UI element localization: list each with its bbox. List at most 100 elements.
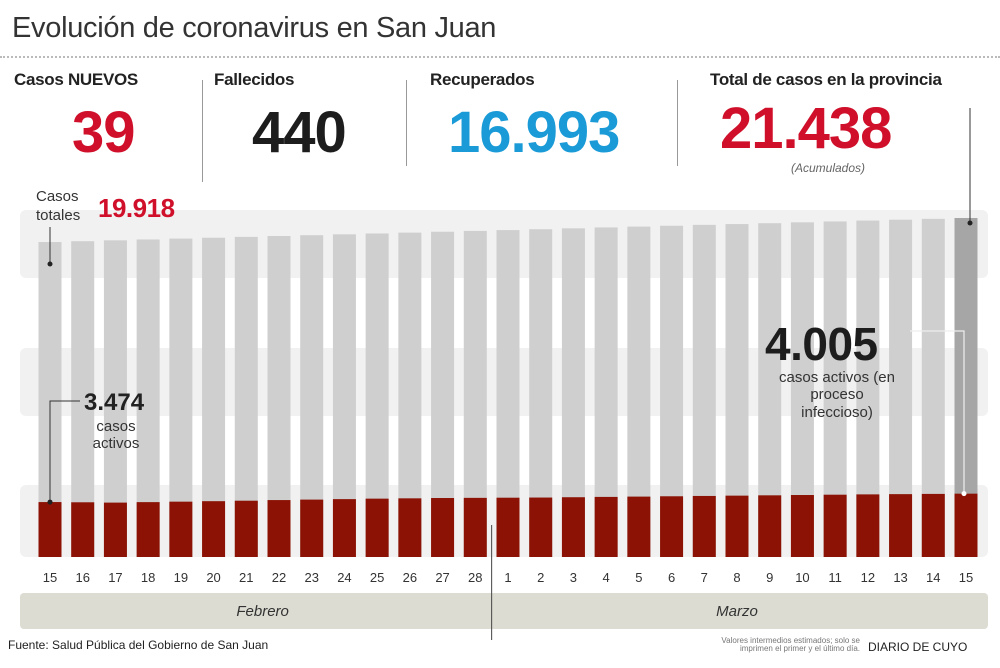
total-cases-bar bbox=[790, 222, 814, 557]
last-active-value: 4.005 bbox=[765, 318, 878, 370]
total-cases-label: Casos totales bbox=[36, 188, 81, 224]
x-tick-label: 18 bbox=[141, 570, 155, 585]
total-cases-bar bbox=[38, 242, 62, 557]
x-tick-label: 8 bbox=[733, 570, 740, 585]
active-cases-bar bbox=[267, 500, 291, 557]
x-tick-label: 2 bbox=[537, 570, 544, 585]
active-cases-bar bbox=[332, 499, 356, 557]
x-tick-label: 16 bbox=[75, 570, 89, 585]
active-cases-bar bbox=[692, 495, 716, 557]
x-tick-label: 27 bbox=[435, 570, 449, 585]
x-tick-label: 11 bbox=[828, 570, 842, 585]
first-active-value: 3.474 bbox=[84, 389, 145, 416]
stat-divider bbox=[202, 80, 203, 182]
x-tick-label: 1 bbox=[504, 570, 511, 585]
active-cases-bar bbox=[71, 502, 95, 557]
total-cases-bar bbox=[725, 224, 749, 557]
last-active-leader-line bbox=[910, 330, 965, 494]
total-cases-bar bbox=[627, 226, 651, 557]
active-cases-bar bbox=[136, 502, 160, 557]
active-cases-bar bbox=[660, 496, 684, 557]
active-cases-bar bbox=[103, 502, 127, 557]
first-total-value: 19.918 bbox=[98, 193, 175, 223]
first-active-dot bbox=[47, 499, 53, 505]
total-cases-bar bbox=[856, 220, 880, 558]
month-band bbox=[20, 593, 988, 629]
total-leader-dot bbox=[47, 261, 53, 267]
x-tick-label: 5 bbox=[635, 570, 642, 585]
active-cases-bar bbox=[463, 497, 487, 557]
total-cases-bar bbox=[823, 221, 847, 557]
active-cases-bar bbox=[365, 498, 389, 557]
x-tick-label: 14 bbox=[926, 570, 940, 585]
active-cases-bar bbox=[496, 497, 520, 557]
total-cases-bar bbox=[71, 241, 95, 557]
active-cases-bar bbox=[954, 493, 978, 557]
total-cases-bar bbox=[365, 233, 389, 557]
x-tick-label: 28 bbox=[468, 570, 482, 585]
active-cases-bar bbox=[823, 494, 847, 557]
x-tick-label: 23 bbox=[304, 570, 318, 585]
active-cases-bar bbox=[725, 495, 749, 557]
active-cases-bar bbox=[431, 498, 455, 557]
total-cases-bar bbox=[889, 219, 913, 557]
x-tick-label: 10 bbox=[795, 570, 809, 585]
total-cases-bar bbox=[660, 225, 684, 557]
active-cases-bar bbox=[856, 494, 880, 557]
total-cases-bar bbox=[169, 238, 193, 557]
last-active-label: casos activos (en proceso infeccioso) bbox=[779, 369, 895, 421]
x-tick-label: 17 bbox=[108, 570, 122, 585]
active-cases-bar bbox=[627, 496, 651, 557]
total-cases-bar bbox=[921, 218, 945, 558]
total-cases-bar bbox=[202, 237, 226, 557]
total-label: Total de casos en la provincia bbox=[710, 70, 942, 89]
x-tick-label: 4 bbox=[603, 570, 610, 585]
x-tick-label: 3 bbox=[570, 570, 577, 585]
x-tick-label: 13 bbox=[893, 570, 907, 585]
active-cases-bar bbox=[758, 495, 782, 557]
total-value: 21.438 bbox=[720, 96, 892, 161]
total-cases-bar bbox=[136, 239, 160, 557]
active-cases-bar bbox=[38, 502, 62, 557]
x-tick-label: 15 bbox=[959, 570, 973, 585]
x-tick-label: 15 bbox=[43, 570, 57, 585]
x-tick-label: 7 bbox=[701, 570, 708, 585]
x-tick-label: 6 bbox=[668, 570, 675, 585]
active-cases-bar bbox=[561, 497, 585, 557]
active-cases-bar bbox=[169, 501, 193, 557]
deaths-value: 440 bbox=[252, 100, 347, 165]
new-cases-value: 39 bbox=[72, 100, 136, 165]
month-label: Marzo bbox=[716, 603, 758, 620]
total-cases-bar bbox=[234, 236, 258, 557]
active-cases-bar bbox=[921, 493, 945, 557]
stat-divider bbox=[406, 80, 407, 166]
recovered-value: 16.993 bbox=[448, 100, 620, 165]
total-cases-bar bbox=[463, 230, 487, 558]
total-cases-bar bbox=[431, 231, 455, 558]
active-cases-bar bbox=[594, 496, 618, 557]
new-cases-label: Casos NUEVOS bbox=[14, 70, 138, 89]
x-tick-label: 9 bbox=[766, 570, 773, 585]
first-active-leader-line bbox=[49, 400, 80, 503]
active-cases-bar bbox=[398, 498, 422, 557]
total-cases-bar bbox=[398, 232, 422, 557]
source-note: Fuente: Salud Pública del Gobierno de Sa… bbox=[8, 638, 269, 652]
first-active-label: casos activos bbox=[92, 418, 140, 453]
x-tick-label: 25 bbox=[370, 570, 384, 585]
last-total-dot bbox=[967, 220, 973, 226]
total-cases-bar bbox=[103, 240, 127, 558]
active-cases-bar bbox=[300, 499, 324, 557]
x-tick-label: 22 bbox=[272, 570, 286, 585]
chart-title: Evolución de coronavirus en San Juan bbox=[12, 12, 497, 44]
deaths-label: Fallecidos bbox=[214, 70, 295, 89]
total-cases-bar bbox=[300, 235, 324, 557]
active-cases-bar bbox=[234, 500, 258, 557]
x-tick-label: 20 bbox=[206, 570, 220, 585]
total-cases-bar bbox=[758, 223, 782, 557]
total-cases-bar bbox=[332, 234, 356, 557]
total-cases-bar bbox=[496, 230, 520, 557]
x-tick-label: 26 bbox=[403, 570, 417, 585]
estimate-note: Valores intermedios estimados; solo se i… bbox=[721, 636, 860, 654]
x-tick-label: 19 bbox=[174, 570, 188, 585]
